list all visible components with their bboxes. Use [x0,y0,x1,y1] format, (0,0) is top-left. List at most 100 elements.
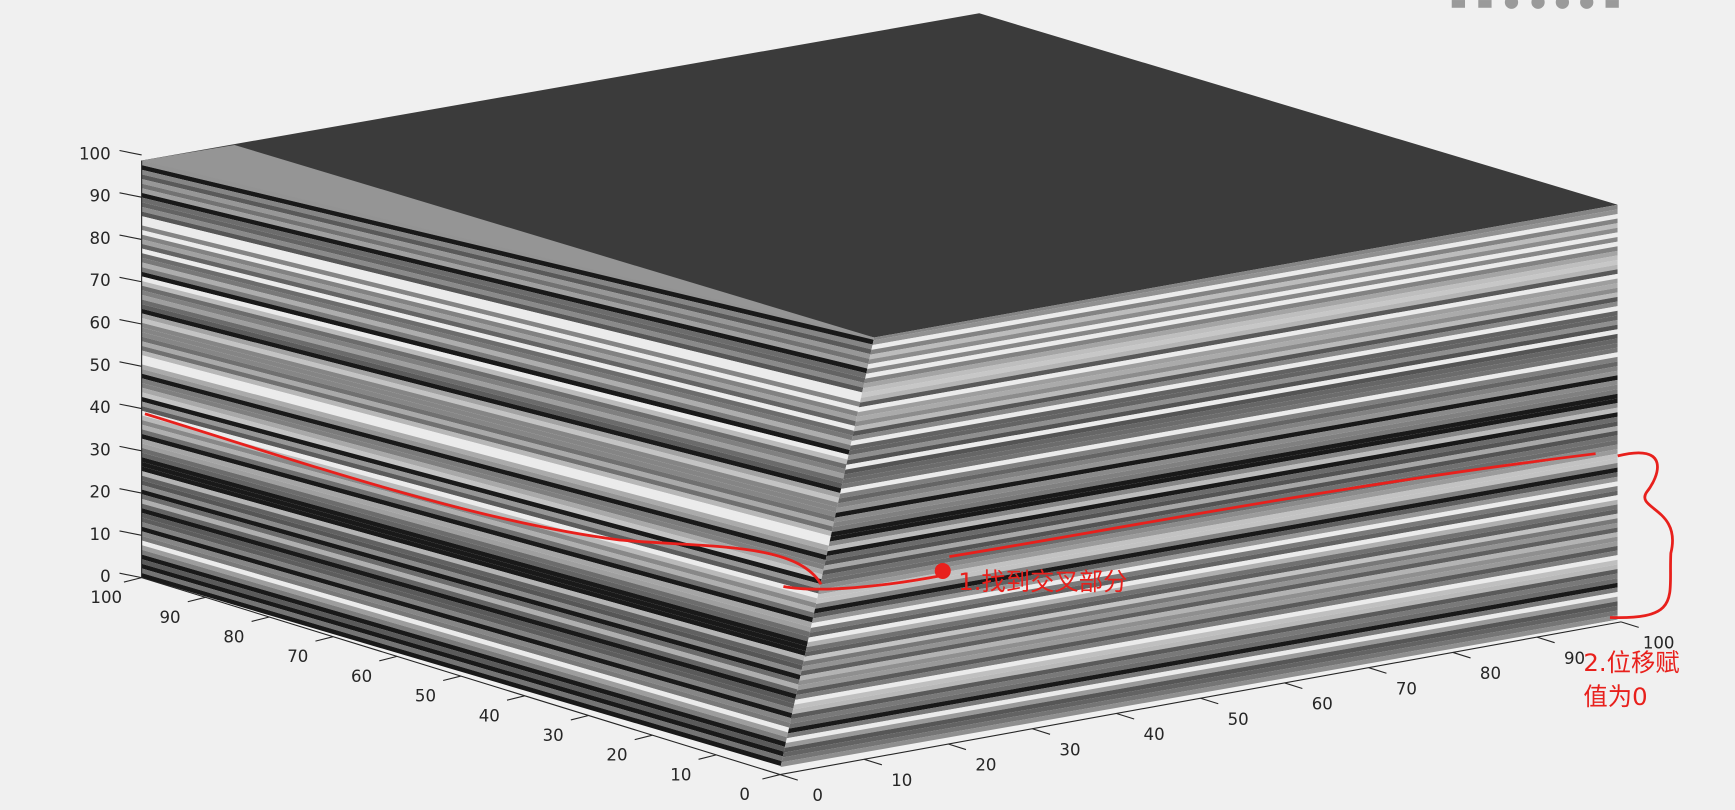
stripe [141,549,798,746]
stripe [141,285,857,472]
stripe [141,327,848,515]
stripe [141,248,866,434]
x-tick [1284,682,1303,690]
stripe [806,449,1618,597]
stripe [141,369,839,559]
stripe [798,485,1618,635]
z-tick [119,361,142,367]
stripe [141,290,856,477]
x-tick-label: 80 [1480,664,1501,683]
stripe [840,301,1618,443]
x-tick [1032,728,1051,735]
stripe [829,347,1618,491]
stripe [141,452,820,645]
stripe [780,596,1618,750]
stripe [141,429,825,621]
z-tick [119,192,142,198]
stripe [141,410,829,602]
x-tick-label: 40 [1144,725,1165,744]
x-tick-label: 60 [1312,695,1333,714]
z-tick-label: 40 [90,398,111,417]
stripe [820,389,1618,535]
stripe [141,220,872,405]
stripe [821,384,1618,530]
toolbar-icon[interactable] [1580,0,1594,9]
stripe [141,318,850,506]
y-tick-label: 90 [160,608,181,627]
stripe [797,490,1618,640]
stripe [845,278,1618,420]
stripe [141,192,875,376]
y-tick [251,616,270,622]
stripe [824,370,1618,515]
stripe [141,387,834,578]
stripe [141,299,854,487]
stripe [141,554,797,750]
stripe [800,476,1618,626]
stripe [780,578,1618,731]
stripe [790,518,1618,669]
stripe [792,513,1618,664]
x-tick-label: 100 [1643,634,1675,653]
stripe [141,304,853,491]
y-tick-label: 70 [287,647,308,666]
stripe [141,216,873,400]
stripe [799,481,1618,630]
toolbar-icon[interactable] [1504,0,1519,9]
stripe [862,204,1618,343]
x-tick-label: 0 [812,786,823,805]
stripe [836,315,1618,458]
y-tick-label: 0 [739,785,750,804]
toolbar-icon[interactable] [1605,0,1619,8]
toolbar[interactable] [1451,0,1619,9]
stripe [793,509,1618,659]
stripe [851,250,1618,391]
annotation-text: 值为0 [1583,682,1647,711]
annotation-bracket [1609,451,1674,619]
stripe [141,535,801,731]
z-tick [119,149,142,156]
z-tick-label: 100 [79,144,111,163]
toolbar-icon[interactable] [1451,0,1466,8]
toolbar-icon[interactable] [1478,0,1492,8]
stripe [141,378,837,568]
y-tick [506,695,525,701]
stripe [812,421,1618,568]
x-tick [864,758,883,766]
left-face [141,160,875,770]
z-tick [119,319,142,325]
stripe [141,563,795,760]
stripe [141,267,862,453]
toolbar-icon[interactable] [1531,0,1545,9]
y-tick [443,675,461,682]
y-tick [634,734,653,741]
stripe [804,458,1618,607]
z-tick-label: 0 [100,567,111,586]
x-tick-label: 70 [1396,679,1417,698]
stripe [141,183,875,367]
stripe [828,352,1618,496]
stripe [843,287,1618,429]
annotation-curve [949,452,1596,558]
y-tick-label: 80 [223,628,244,647]
stripe [141,526,803,722]
stripe [141,271,861,458]
stripe [802,467,1618,616]
y-tick [762,774,781,780]
y-tick [187,596,206,603]
stripe [141,336,846,525]
stripe [780,615,1618,770]
stripe [141,484,813,678]
stripe [141,373,838,563]
y-tick-label: 100 [90,588,122,607]
stripe [803,462,1618,611]
stripe [141,545,799,741]
z-tick [119,572,142,579]
stripe [141,568,794,765]
stripe [141,471,816,664]
z-tick-label: 50 [90,356,111,375]
annotation-strokes [144,412,1674,619]
toolbar-icon[interactable] [1555,0,1570,9]
stripe [844,283,1618,424]
